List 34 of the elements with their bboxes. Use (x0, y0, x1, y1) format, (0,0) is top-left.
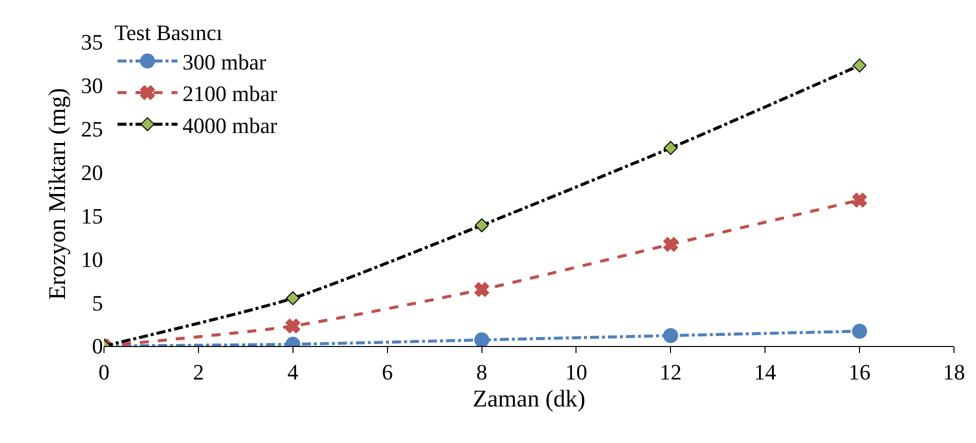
x-tick-label: 8 (476, 359, 488, 384)
legend-title: Test Basıncı (114, 20, 222, 46)
y-axis-title: Erozyon Miktarı (mg) (45, 88, 72, 300)
point (286, 318, 300, 334)
point (852, 192, 867, 208)
x-tick-label: 18 (943, 359, 965, 384)
x-axis-title: Zaman (dk) (472, 386, 586, 413)
point (286, 291, 300, 306)
legend-label: 4000 mbar (182, 112, 278, 138)
legend-label: 2100 mbar (182, 81, 278, 106)
x-tick-label: 4 (287, 359, 298, 384)
point (474, 218, 489, 232)
y-tick-label: 0 (92, 334, 103, 359)
y-tick-label: 15 (81, 203, 103, 228)
point (664, 140, 678, 155)
x-tick-label: 14 (754, 359, 776, 384)
point (663, 237, 678, 252)
y-tick-label: 10 (81, 246, 103, 272)
y-tick-label: 25 (81, 116, 103, 142)
y-tick-label: 30 (81, 73, 103, 98)
point (474, 282, 489, 297)
x-tick-label: 2 (192, 359, 204, 384)
x-tick-label: 6 (382, 359, 393, 384)
x-tick-label: 12 (660, 359, 682, 384)
y-tick-label: 20 (81, 160, 103, 185)
x-tick-label: 10 (565, 359, 588, 384)
point (663, 328, 678, 344)
y-tick-label: 5 (92, 290, 103, 316)
point (852, 324, 868, 339)
legend-label: 300 mbar (182, 50, 267, 75)
x-tick-label: 16 (848, 359, 871, 384)
y-tick-label: 35 (81, 30, 103, 55)
point (474, 332, 490, 346)
point (852, 58, 867, 72)
